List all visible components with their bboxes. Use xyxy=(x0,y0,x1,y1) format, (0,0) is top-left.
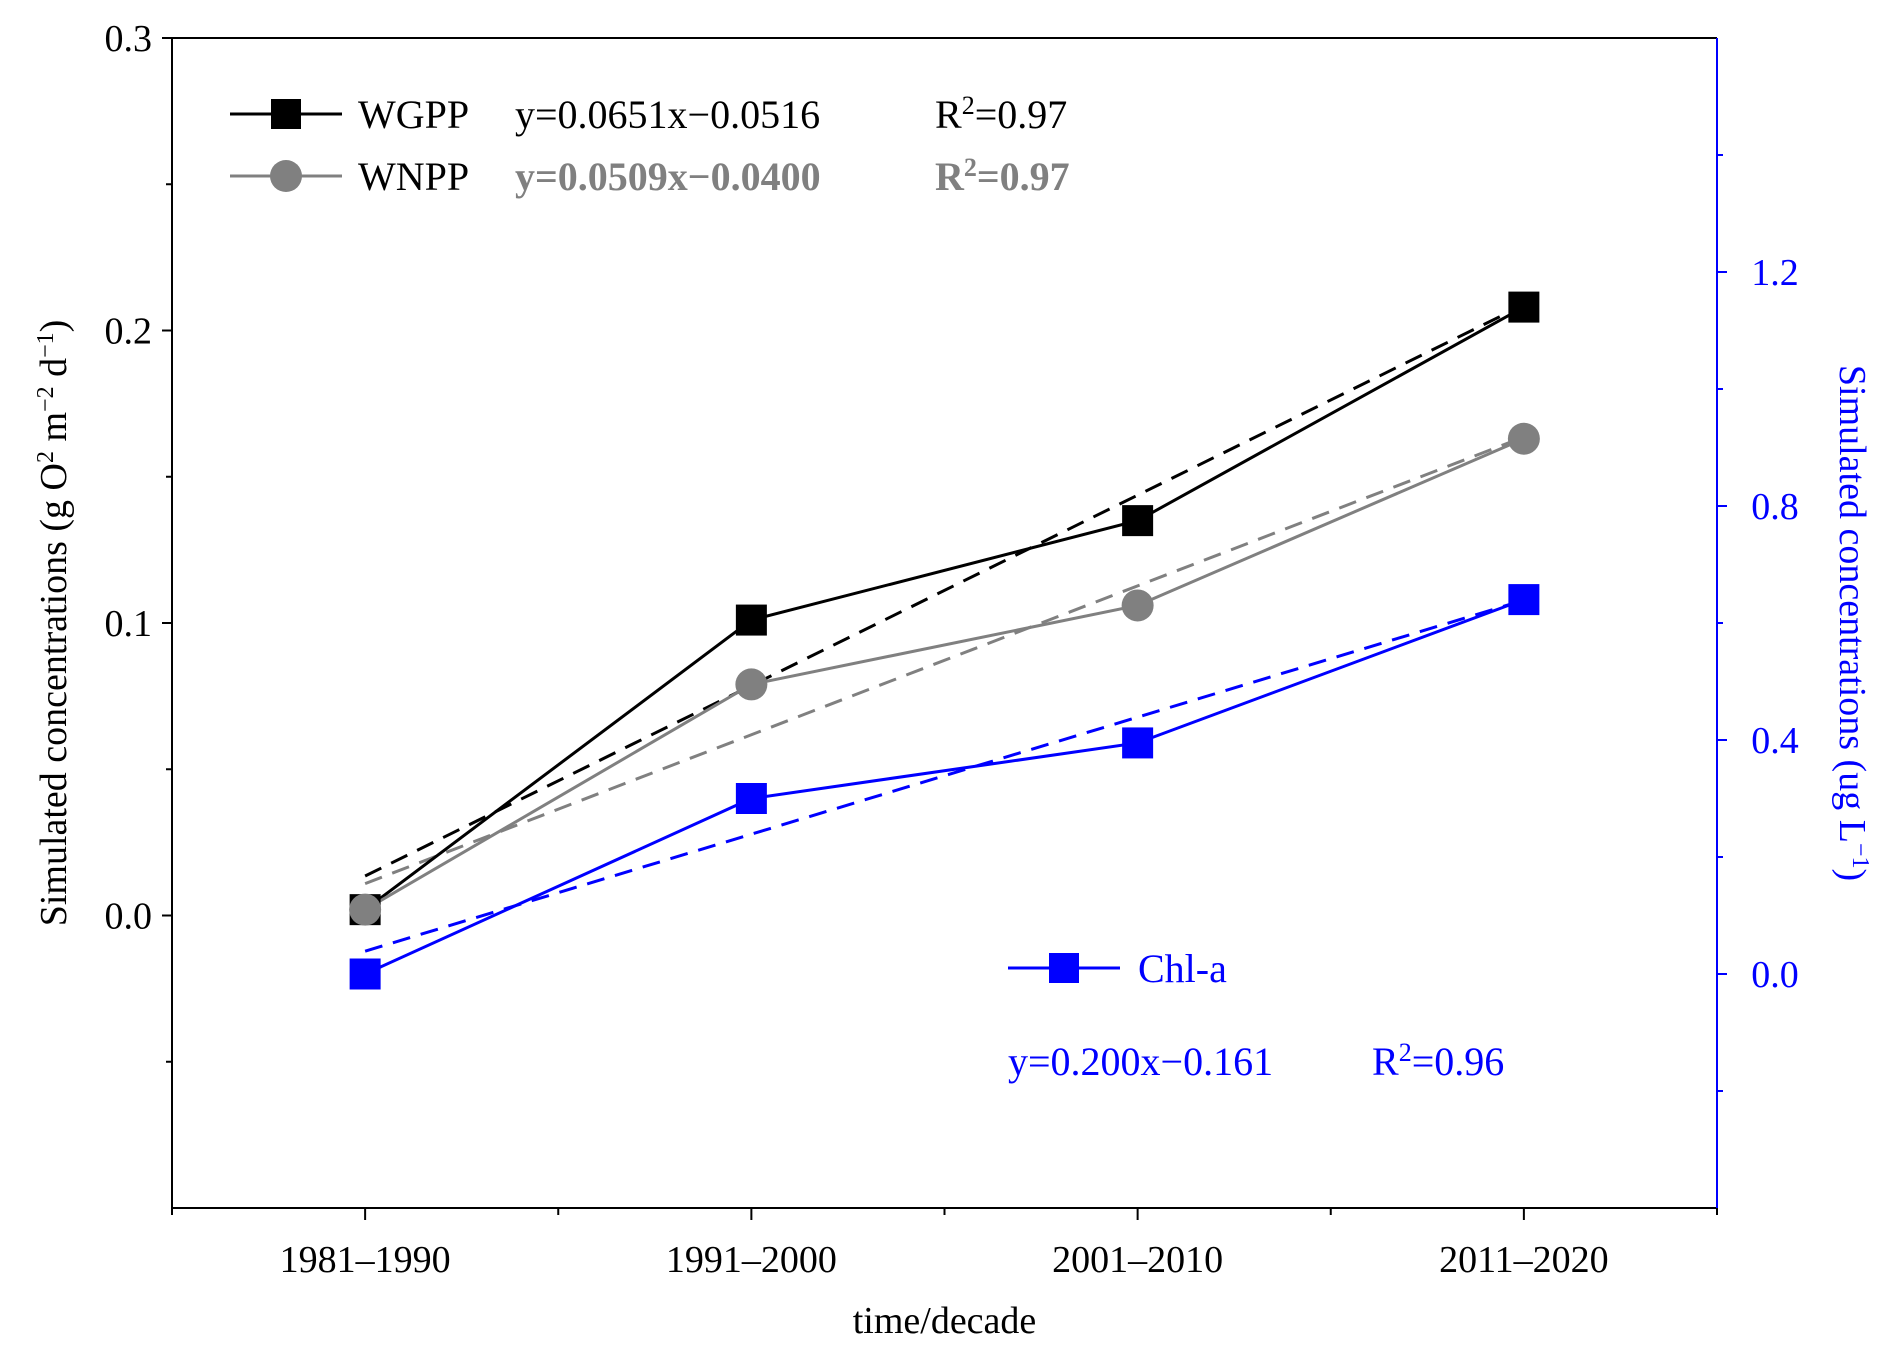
legend-wnpp-marker xyxy=(270,160,302,192)
left-tick-label: 0.2 xyxy=(105,311,153,353)
x-axis-title: time/decade xyxy=(853,1300,1037,1342)
right-axis-title: Simulated concentrations (ug L−1) xyxy=(1831,365,1873,881)
right-tick-label: 0.8 xyxy=(1751,486,1799,528)
chl-a-line xyxy=(364,598,1525,976)
left-axis-title-part: Simulated concentrations (g O xyxy=(33,463,75,926)
left-axis-title-part: m xyxy=(33,412,75,451)
chl-a-point xyxy=(1508,584,1540,616)
r2-value: =0.96 xyxy=(1412,1039,1505,1084)
data-points xyxy=(349,291,1540,990)
x-tick-label: 2011–2020 xyxy=(1439,1239,1609,1281)
x-tick-label: 1981–1990 xyxy=(280,1239,451,1281)
wnpp-point xyxy=(1507,422,1540,455)
left-tick-label: 0.3 xyxy=(105,18,153,60)
right-tick-label: 0.4 xyxy=(1751,720,1799,762)
wnpp-point xyxy=(1121,589,1154,622)
x-tick-label: 1991–2000 xyxy=(666,1239,837,1281)
x-tick-label: 2001–2010 xyxy=(1052,1239,1223,1281)
r2-prefix: R xyxy=(1372,1039,1399,1084)
legend-chl-a-marker xyxy=(1049,953,1079,983)
right-axis-title-sup: −1 xyxy=(1847,843,1873,869)
left-axis-title-sup: −2 xyxy=(33,386,59,412)
wgpp-point xyxy=(735,604,767,636)
r2-superscript: 2 xyxy=(964,153,977,182)
legend-wgpp-r2: R2=0.97 xyxy=(935,91,1067,138)
r2-value: =0.97 xyxy=(977,154,1070,199)
legend-wgpp-label: WGPP xyxy=(358,92,469,137)
chl-a-point xyxy=(349,958,381,990)
axes: 0.0 0.1 0.2 0.3 0.0 0.4 0.8 1.2 1981–1990 1991–20… xyxy=(33,18,1873,1342)
legend-wnpp-r2: R2=0.97 xyxy=(935,153,1070,200)
legend-chl-a-fit-equation: y=0.200x−0.161 xyxy=(1008,1039,1273,1084)
r2-superscript: 2 xyxy=(1399,1038,1412,1067)
wgpp-fit-line xyxy=(364,303,1525,878)
r2-prefix: R xyxy=(935,92,962,137)
wgpp-point xyxy=(1508,291,1540,323)
chl-a-point xyxy=(735,783,767,814)
left-axis-title-part: ) xyxy=(33,320,75,333)
wnpp-fit-line xyxy=(364,435,1525,886)
r2-prefix: R xyxy=(935,154,965,199)
right-axis-title-part: Simulated concentrations (ug L xyxy=(1831,365,1873,843)
legend-chl-a-r2: R2=0.96 xyxy=(1372,1038,1504,1085)
legend-wgpp-fit-equation: y=0.0651x−0.0516 xyxy=(515,92,820,137)
legend-wgpp-marker xyxy=(271,99,301,129)
chl-a-fit-line xyxy=(364,598,1525,953)
wnpp-point xyxy=(735,668,768,701)
left-tick-label: 0.0 xyxy=(105,896,153,938)
legend-wnpp-label: WNPP xyxy=(358,154,469,199)
right-tick-label: 1.2 xyxy=(1751,252,1799,294)
series-lines xyxy=(364,305,1525,976)
right-tick-label: 0.0 xyxy=(1751,954,1799,996)
wnpp-line xyxy=(364,437,1525,911)
fit-lines xyxy=(364,303,1525,953)
left-axis-title-sup: 2 xyxy=(33,451,59,463)
left-tick-label: 0.1 xyxy=(105,603,153,645)
left-axis-title-sup: −1 xyxy=(33,332,59,358)
legend-wnpp-fit-equation: y=0.0509x−0.0400 xyxy=(515,154,821,199)
legend-chl-a-label: Chl-a xyxy=(1138,946,1227,991)
wgpp-point xyxy=(1122,505,1154,537)
left-axis-title: Simulated concentrations (g O2 m−2 d−1) xyxy=(33,320,75,927)
right-axis-title-part: ) xyxy=(1831,868,1873,881)
r2-value: =0.97 xyxy=(975,92,1068,137)
chl-a-point xyxy=(1122,727,1154,759)
left-axis-title-part: d xyxy=(33,358,75,387)
wnpp-point xyxy=(349,893,382,926)
wgpp-line xyxy=(364,305,1525,911)
r2-superscript: 2 xyxy=(962,91,975,120)
